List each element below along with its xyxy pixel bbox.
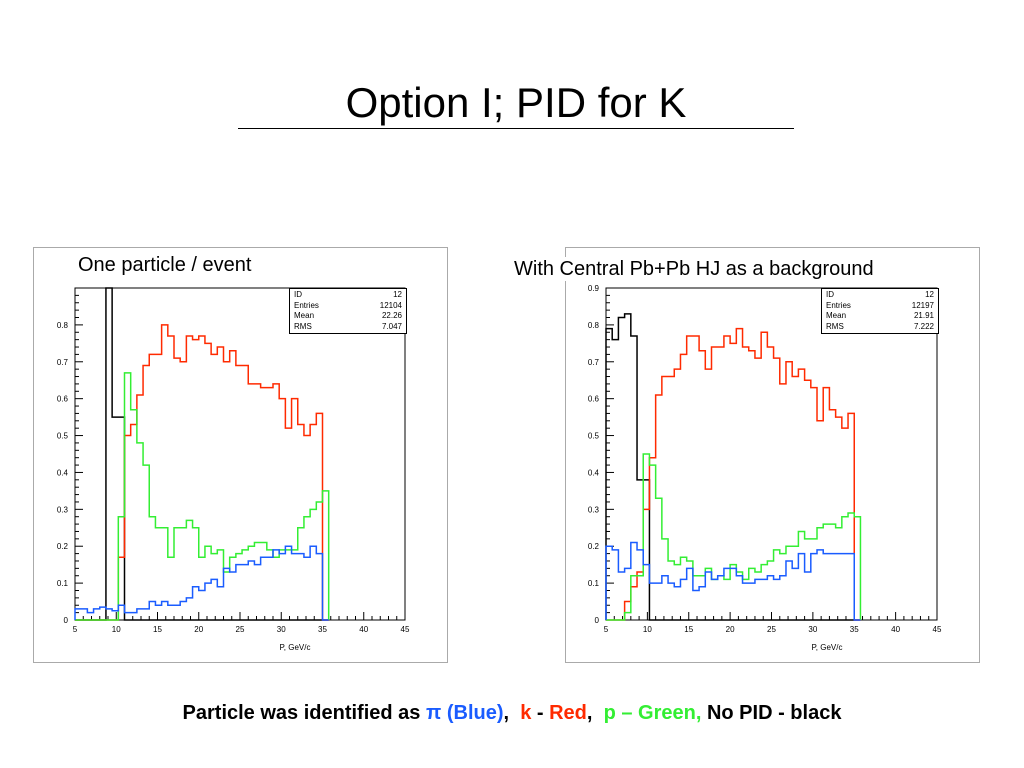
y-tick-label: 0.2 xyxy=(588,542,600,551)
x-tick-label: 45 xyxy=(401,625,410,634)
slide-title: Option I; PID for K xyxy=(345,79,687,126)
y-tick-label: 0.5 xyxy=(588,432,600,441)
histogram-series-1 xyxy=(75,324,329,621)
y-tick-label: 0.7 xyxy=(588,358,600,367)
x-tick-label: 35 xyxy=(318,625,327,634)
legend-red: Red xyxy=(549,702,587,724)
stats-row-entries: Entries 12104 xyxy=(294,300,402,310)
x-tick-label: 25 xyxy=(236,625,245,634)
legend-k: k xyxy=(520,702,532,724)
y-tick-label: 0 xyxy=(595,616,600,625)
histogram-series-2 xyxy=(606,453,862,621)
x-tick-label: 45 xyxy=(933,625,942,634)
y-tick-label: 0.5 xyxy=(57,432,69,441)
y-tick-label: 0.1 xyxy=(588,579,600,588)
y-tick-label: 0.8 xyxy=(57,321,69,330)
x-tick-label: 30 xyxy=(277,625,286,634)
x-axis-label: P, GeV/c xyxy=(812,643,843,652)
y-tick-label: 0 xyxy=(64,616,69,625)
stats-row-rms: RMS 7.047 xyxy=(294,321,402,331)
stats-row-id: ID 12 xyxy=(294,290,402,299)
x-tick-label: 25 xyxy=(767,625,776,634)
x-tick-label: 20 xyxy=(194,625,203,634)
legend-pi: π (Blue) xyxy=(425,702,504,724)
x-tick-label: 15 xyxy=(153,625,162,634)
histogram-series-3 xyxy=(74,545,329,621)
legend-sep: , xyxy=(586,702,593,724)
stats-row-rms: RMS 7.222 xyxy=(826,321,934,331)
caption-left: One particle / event xyxy=(78,254,252,276)
legend-no-pid: No PID - black xyxy=(706,702,842,724)
histogram-series-0 xyxy=(75,287,329,621)
histogram-series-3 xyxy=(605,541,861,621)
title-underline xyxy=(238,128,794,129)
stats-row-mean: Mean 22.26 xyxy=(294,311,402,320)
x-tick-label: 10 xyxy=(112,625,121,634)
y-tick-label: 0.4 xyxy=(588,468,600,477)
x-axis-label: P, GeV/c xyxy=(280,643,311,652)
stats-row-entries: Entries 12197 xyxy=(826,300,934,310)
histogram-series-0 xyxy=(605,313,861,621)
x-tick-label: 20 xyxy=(726,625,735,634)
x-tick-label: 40 xyxy=(891,625,900,634)
color-legend: Particle was identified as π (Blue), k -… xyxy=(0,700,1024,726)
x-tick-label: 35 xyxy=(850,625,859,634)
legend-prefix: Particle was identified as xyxy=(182,702,421,724)
y-tick-label: 0.3 xyxy=(57,505,69,514)
y-tick-label: 0.7 xyxy=(57,358,69,367)
stats-box-left: ID 12 Entries 12104 Mean 22.26 RMS 7.047 xyxy=(289,288,407,334)
y-tick-label: 0.2 xyxy=(57,542,69,551)
y-tick-label: 0.1 xyxy=(57,579,69,588)
histogram-series-1 xyxy=(606,327,861,621)
stats-row-mean: Mean 21.91 xyxy=(826,311,934,320)
y-tick-label: 0.6 xyxy=(57,395,69,404)
legend-dash: - xyxy=(536,702,544,724)
legend-sep: , xyxy=(503,702,510,724)
y-tick-label: 0.4 xyxy=(57,468,69,477)
stats-row-id: ID 12 xyxy=(826,290,934,299)
x-tick-label: 30 xyxy=(808,625,817,634)
x-tick-label: 40 xyxy=(359,625,368,634)
legend-p-green: p – Green, xyxy=(603,702,702,724)
stats-box-right: ID 12 Entries 12197 Mean 21.91 RMS 7.222 xyxy=(821,288,939,334)
x-tick-label: 5 xyxy=(73,625,78,634)
x-tick-label: 5 xyxy=(604,625,609,634)
caption-right: With Central Pb+Pb HJ as a background xyxy=(514,257,874,281)
histogram-series-2 xyxy=(75,372,330,621)
y-tick-label: 0.8 xyxy=(588,321,600,330)
x-tick-label: 15 xyxy=(684,625,693,634)
y-tick-label: 0.9 xyxy=(588,284,600,293)
y-tick-label: 0.3 xyxy=(588,505,600,514)
y-tick-label: 0.6 xyxy=(588,395,600,404)
x-tick-label: 10 xyxy=(643,625,652,634)
